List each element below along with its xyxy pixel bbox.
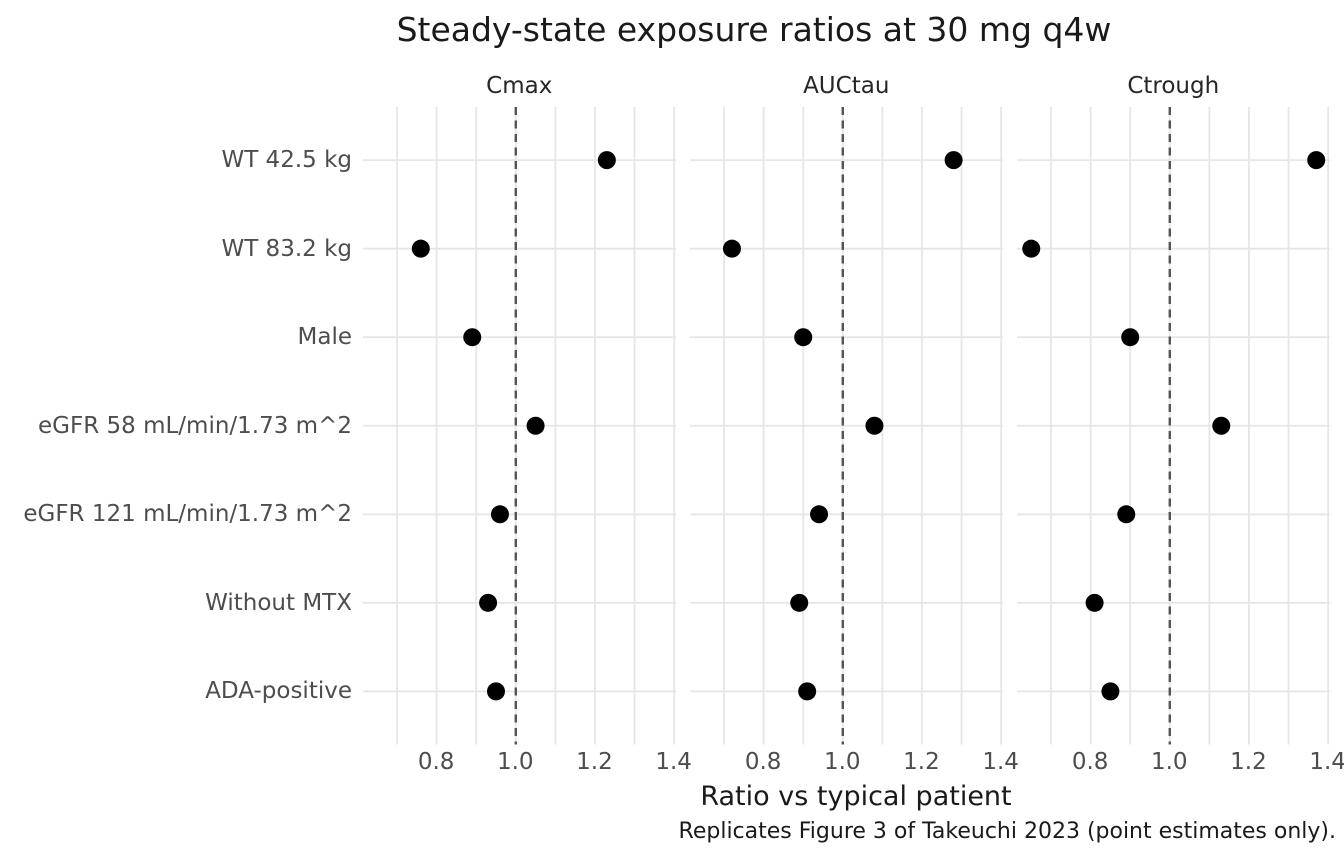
data-point	[1120, 328, 1139, 347]
category-label: eGFR 121 mL/min/1.73 m^2	[23, 501, 352, 528]
data-point	[864, 416, 883, 435]
data-point	[944, 151, 963, 170]
data-point	[478, 593, 497, 612]
facet-label-auctau: AUCtau	[803, 73, 890, 99]
data-point	[789, 593, 808, 612]
x-tick-label: 1.0	[1150, 749, 1188, 775]
data-point	[490, 505, 509, 524]
x-tick-label: 1.4	[655, 749, 692, 775]
data-point	[1211, 416, 1230, 435]
x-tick-label: 1.4	[1309, 749, 1344, 775]
facet-label-cmax: Cmax	[486, 73, 553, 99]
x-axis-label: Ratio vs typical patient	[700, 781, 1012, 812]
x-tick-label: 0.8	[744, 749, 782, 775]
x-tick-label: 1.2	[1230, 749, 1267, 775]
data-point	[486, 682, 505, 701]
data-point	[1085, 593, 1104, 612]
x-tick-label: 1.4	[982, 749, 1019, 775]
x-tick-label: 0.8	[1071, 749, 1109, 775]
category-label: WT 42.5 kg	[221, 147, 352, 174]
x-tick-label: 1.0	[823, 749, 861, 775]
facet-label-ctrough: Ctrough	[1127, 73, 1220, 99]
x-tick-label: 1.2	[576, 749, 613, 775]
category-label: Without MTX	[205, 589, 352, 616]
x-tick-label: 0.8	[417, 749, 455, 775]
data-point	[526, 416, 545, 435]
data-point	[797, 682, 816, 701]
panel-auctau	[689, 107, 1003, 745]
panel-ctrough	[1016, 107, 1330, 745]
chart-title: Steady-state exposure ratios at 30 mg q4…	[396, 10, 1112, 49]
x-tick-label: 1.2	[903, 749, 940, 775]
chart-caption: Replicates Figure 3 of Takeuchi 2023 (po…	[678, 819, 1336, 844]
data-point	[722, 239, 741, 258]
category-label: ADA-positive	[205, 678, 352, 705]
data-point	[1021, 239, 1040, 258]
data-point	[411, 239, 430, 258]
data-point	[597, 151, 616, 170]
data-point	[1116, 505, 1135, 524]
data-point	[1306, 151, 1325, 170]
category-label: eGFR 58 mL/min/1.73 m^2	[38, 412, 352, 439]
panel-cmax	[362, 107, 676, 745]
data-point	[1100, 682, 1119, 701]
x-tick-label: 1.0	[496, 749, 534, 775]
category-label: Male	[297, 324, 352, 351]
data-point	[793, 328, 812, 347]
category-label: WT 83.2 kg	[221, 235, 352, 262]
data-point	[462, 328, 481, 347]
data-point	[809, 505, 828, 524]
